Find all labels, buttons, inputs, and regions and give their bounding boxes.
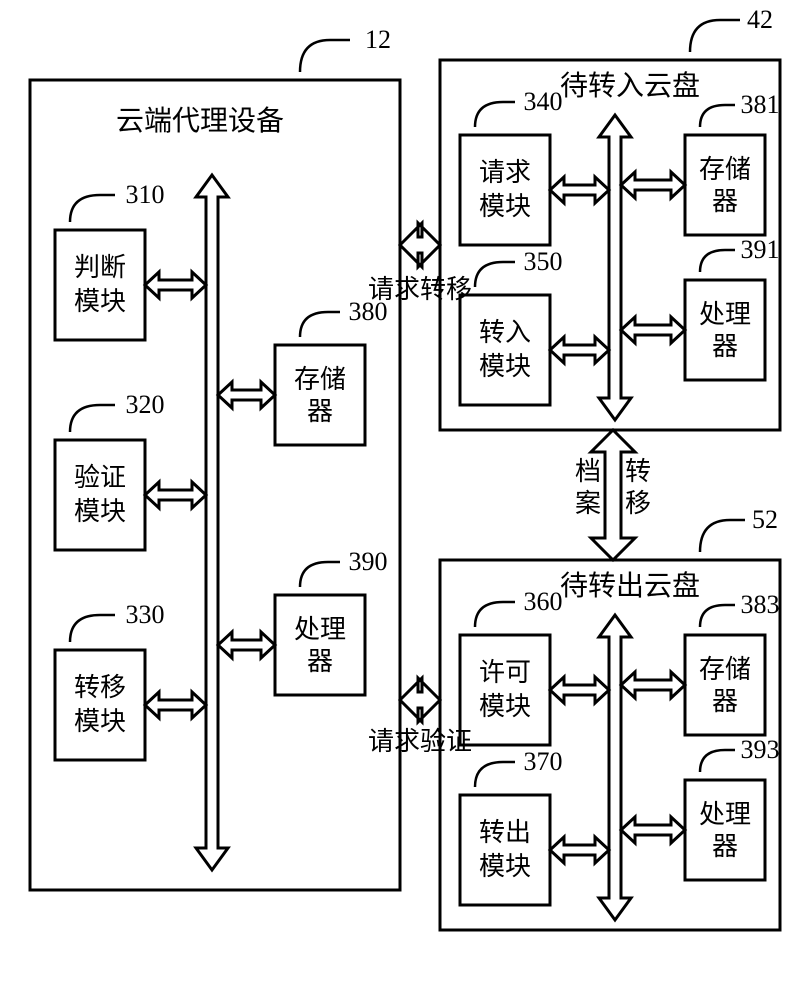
svg-text:模块: 模块 — [479, 692, 531, 721]
svg-text:请求转移: 请求转移 — [368, 275, 472, 304]
svg-text:320: 320 — [126, 390, 165, 419]
svg-text:存储: 存储 — [294, 365, 346, 394]
svg-text:模块: 模块 — [74, 707, 126, 736]
conn-file-transfer: 档 转 案 移 — [575, 430, 651, 560]
svg-text:存储: 存储 — [699, 655, 751, 684]
svg-text:验证: 验证 — [74, 463, 126, 492]
svg-text:处理: 处理 — [699, 800, 751, 829]
svg-text:模块: 模块 — [479, 192, 531, 221]
svg-text:模块: 模块 — [74, 287, 126, 316]
svg-text:案: 案 — [575, 489, 601, 518]
container-disk-out-title: 待转出云盘 — [560, 570, 700, 602]
svg-text:转: 转 — [625, 457, 651, 486]
svg-text:转入: 转入 — [479, 318, 531, 347]
svg-text:381: 381 — [741, 90, 780, 119]
svg-text:转移: 转移 — [74, 673, 126, 702]
svg-text:391: 391 — [741, 235, 780, 264]
svg-text:请求: 请求 — [479, 158, 531, 187]
svg-text:383: 383 — [741, 590, 780, 619]
svg-text:器: 器 — [307, 397, 333, 426]
svg-text:转出: 转出 — [479, 818, 531, 847]
svg-text:390: 390 — [349, 547, 388, 576]
svg-text:器: 器 — [712, 187, 738, 216]
svg-text:模块: 模块 — [479, 352, 531, 381]
svg-text:370: 370 — [524, 747, 563, 776]
system-diagram: 云端代理设备 12 待转入云盘 42 待转出云盘 52 判断 模块 310 验证… — [0, 0, 796, 1000]
container-proxy-title: 云端代理设备 — [116, 105, 284, 137]
svg-text:340: 340 — [524, 87, 563, 116]
container-disk-in-title: 待转入云盘 — [560, 70, 700, 102]
container-disk-out-id: 52 — [752, 505, 778, 534]
svg-text:模块: 模块 — [479, 852, 531, 881]
svg-text:310: 310 — [126, 180, 165, 209]
svg-text:移: 移 — [625, 489, 651, 518]
svg-text:许可: 许可 — [479, 658, 531, 687]
svg-text:器: 器 — [712, 332, 738, 361]
svg-text:器: 器 — [712, 687, 738, 716]
svg-text:档: 档 — [575, 457, 601, 486]
svg-text:393: 393 — [741, 735, 780, 764]
svg-text:存储: 存储 — [699, 155, 751, 184]
container-proxy-id: 12 — [365, 25, 391, 54]
svg-text:处理: 处理 — [294, 615, 346, 644]
svg-text:器: 器 — [712, 832, 738, 861]
container-disk-in-id: 42 — [747, 5, 773, 34]
svg-text:360: 360 — [524, 587, 563, 616]
svg-text:判断: 判断 — [74, 253, 126, 282]
svg-text:处理: 处理 — [699, 300, 751, 329]
svg-text:器: 器 — [307, 647, 333, 676]
svg-text:330: 330 — [126, 600, 165, 629]
svg-text:350: 350 — [524, 247, 563, 276]
svg-text:模块: 模块 — [74, 497, 126, 526]
svg-text:请求验证: 请求验证 — [368, 727, 472, 756]
